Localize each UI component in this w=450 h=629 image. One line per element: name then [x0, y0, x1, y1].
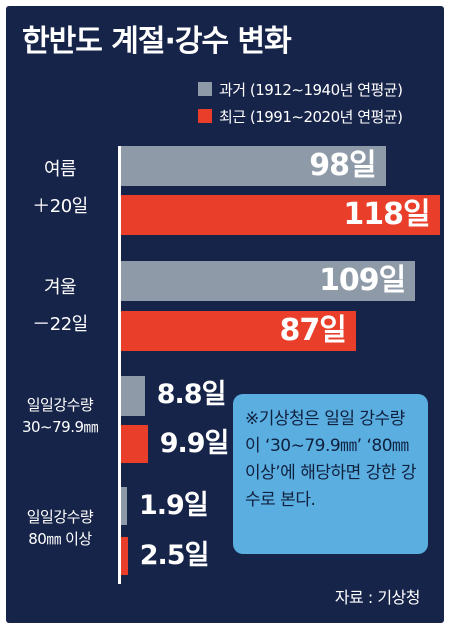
bar-extreme-rain-past	[121, 487, 127, 525]
group-label-winter-line2: －22일	[32, 314, 88, 335]
legend-swatch-recent	[198, 109, 212, 123]
bar-winter-recent	[121, 311, 356, 351]
bar-winter-past	[121, 261, 416, 301]
legend-item-past: 과거 (1912∼1940년 연평균)	[198, 78, 403, 100]
bar-summer-recent	[121, 195, 440, 235]
axis-line	[118, 146, 121, 584]
group-label-summer-line2: ＋20일	[32, 196, 88, 217]
bar-heavy-rain-past	[121, 376, 145, 416]
bar-value-label-summer-recent: 118일	[343, 197, 430, 232]
group-label-summer: 여름 ＋20일	[6, 158, 114, 218]
bar-value-label-heavy-rain-recent: 9.9일	[159, 428, 230, 459]
bar-value-label-winter-recent: 87일	[279, 313, 347, 348]
legend-item-recent: 최근 (1991∼2020년 연평균)	[198, 105, 403, 127]
bar-value-label-heavy-rain-past: 8.8일	[156, 379, 227, 410]
group-label-winter: 겨울 －22일	[6, 276, 114, 336]
bar-value-label-winter-past: 109일	[319, 263, 406, 298]
group-label-heavy-rain-line2: 30∼79.9㎜	[21, 418, 99, 436]
bar-value-label-summer-past: 98일	[309, 148, 376, 183]
chart-title: 한반도 계절·강수 변화	[22, 24, 292, 59]
bar-extreme-rain-recent	[121, 537, 128, 575]
legend-label-past: 과거 (1912∼1940년 연평균)	[219, 80, 403, 99]
group-label-heavy-rain: 일일강수량 30∼79.9㎜	[6, 394, 114, 438]
group-label-winter-line1: 겨울	[43, 277, 77, 298]
source-label: 자료 : 기상청	[334, 588, 421, 607]
group-label-extreme-rain: 일일강수량 80㎜ 이상	[6, 506, 114, 550]
legend-swatch-past	[198, 82, 212, 96]
infographic: 한반도 계절·강수 변화 과거 (1912∼1940년 연평균) 최근 (199…	[6, 6, 444, 623]
bar-value-label-extreme-rain-past: 1.9일	[139, 490, 209, 521]
bar-heavy-rain-recent	[121, 425, 148, 463]
bar-value-label-extreme-rain-recent: 2.5일	[139, 540, 210, 571]
group-label-heavy-rain-line1: 일일강수량	[26, 396, 94, 414]
group-label-summer-line1: 여름	[43, 159, 77, 180]
group-label-extreme-rain-line1: 일일강수량	[26, 508, 94, 526]
group-label-extreme-rain-line2: 80㎜ 이상	[28, 530, 92, 548]
note-box: ※기상청은 일일 강수량이 ‘30∼79.9㎜’ ‘80㎜ 이상’에 해당하면 …	[233, 394, 428, 554]
bar-summer-past	[121, 146, 386, 186]
legend-label-recent: 최근 (1991∼2020년 연평균)	[219, 107, 403, 126]
